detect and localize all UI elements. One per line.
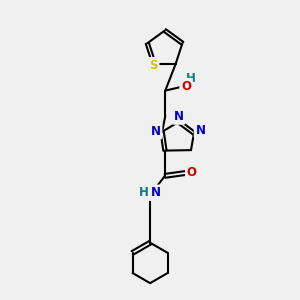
Text: N: N [174,110,184,123]
Text: O: O [187,167,197,179]
Text: N: N [151,186,160,199]
Text: N: N [196,124,206,137]
Text: S: S [149,59,158,72]
Text: N: N [151,125,160,138]
Text: H: H [186,72,196,85]
Text: H: H [139,186,148,199]
Text: O: O [181,80,191,93]
